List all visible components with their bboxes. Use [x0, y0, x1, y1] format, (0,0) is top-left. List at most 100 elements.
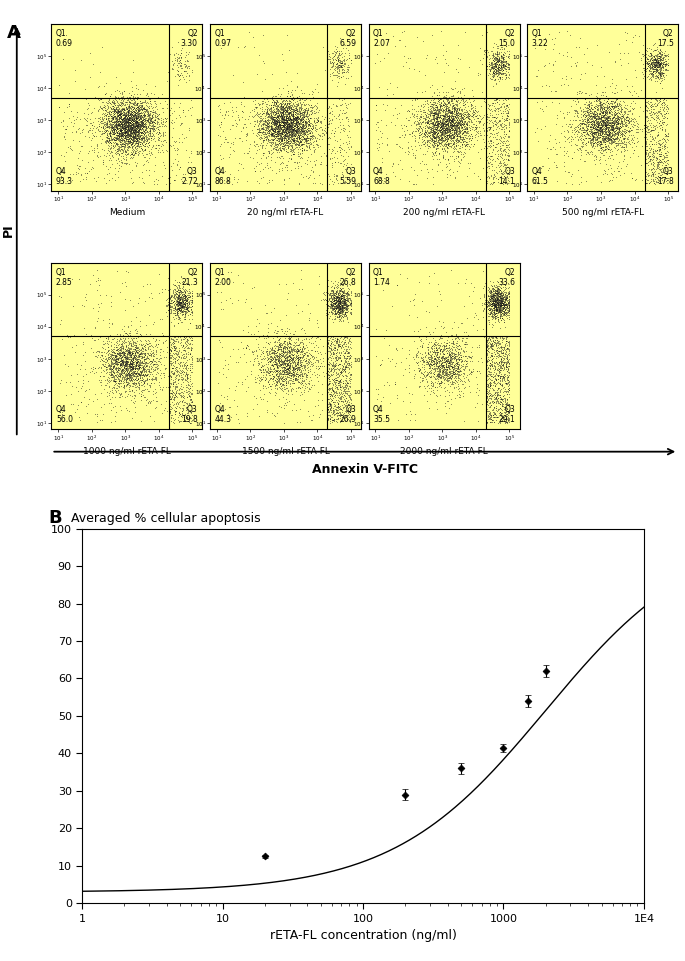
Point — [593, 116, 604, 132]
Point — [89, 129, 100, 144]
Point — [292, 344, 303, 359]
Point — [500, 414, 511, 430]
Point — [281, 128, 292, 143]
Point — [339, 306, 350, 321]
Point — [614, 125, 625, 140]
Point — [115, 366, 126, 382]
Point — [607, 128, 618, 143]
Point — [186, 357, 197, 372]
Point — [290, 382, 301, 398]
Point — [455, 116, 466, 132]
Point — [111, 383, 122, 399]
Point — [140, 373, 151, 388]
Point — [484, 387, 495, 403]
Point — [487, 302, 498, 317]
Point — [277, 372, 288, 387]
Point — [601, 106, 612, 121]
Point — [285, 117, 296, 133]
Point — [401, 118, 412, 134]
Point — [129, 97, 140, 112]
Point — [553, 25, 564, 40]
Point — [596, 111, 607, 126]
Point — [607, 112, 618, 128]
Point — [458, 388, 469, 404]
Point — [179, 342, 190, 357]
Point — [500, 111, 511, 127]
Point — [121, 106, 132, 121]
Point — [292, 119, 303, 135]
Point — [270, 112, 281, 128]
Point — [503, 297, 514, 312]
Point — [491, 132, 502, 147]
Point — [644, 149, 655, 164]
Point — [419, 98, 430, 113]
Point — [294, 360, 305, 376]
Point — [340, 296, 351, 311]
Point — [176, 285, 187, 301]
Point — [652, 174, 663, 189]
Point — [337, 52, 348, 67]
Point — [462, 348, 473, 363]
Point — [154, 96, 165, 111]
Point — [281, 354, 292, 369]
Point — [485, 361, 496, 377]
Point — [152, 142, 163, 158]
Point — [101, 122, 112, 137]
Point — [121, 371, 132, 386]
Point — [499, 300, 510, 315]
Point — [490, 122, 501, 137]
Point — [268, 344, 279, 359]
Point — [329, 61, 340, 76]
Point — [487, 288, 498, 304]
Point — [272, 353, 283, 368]
Point — [116, 107, 127, 122]
Point — [438, 108, 449, 123]
Point — [61, 327, 72, 342]
Point — [267, 122, 278, 137]
Point — [257, 106, 268, 121]
Point — [456, 123, 467, 138]
Point — [289, 323, 300, 338]
Point — [269, 116, 279, 132]
Point — [491, 306, 502, 321]
Point — [503, 109, 514, 124]
Point — [327, 303, 338, 318]
Point — [647, 123, 658, 138]
Point — [379, 170, 390, 185]
Point — [597, 133, 608, 148]
Point — [172, 292, 183, 308]
Point — [134, 123, 145, 138]
Point — [101, 124, 112, 139]
Point — [659, 155, 670, 170]
Point — [407, 385, 418, 401]
Point — [428, 342, 439, 357]
Point — [124, 89, 135, 105]
Point — [84, 45, 95, 61]
Point — [115, 124, 126, 139]
Point — [286, 100, 297, 115]
Point — [291, 117, 302, 133]
Point — [493, 296, 504, 311]
Point — [123, 326, 134, 341]
Point — [179, 347, 190, 362]
Point — [145, 112, 155, 128]
Point — [136, 342, 147, 357]
Point — [409, 138, 420, 154]
Text: Q2: Q2 — [187, 268, 198, 277]
Point — [608, 128, 619, 143]
Point — [274, 353, 285, 368]
Point — [630, 95, 640, 111]
Point — [420, 349, 431, 364]
Point — [599, 127, 610, 142]
Point — [121, 355, 132, 370]
Point — [497, 392, 508, 407]
Point — [117, 327, 128, 342]
Point — [324, 49, 335, 64]
Point — [598, 130, 609, 145]
Point — [95, 100, 105, 115]
Point — [337, 92, 348, 108]
Point — [175, 302, 186, 317]
Point — [336, 304, 347, 319]
Point — [657, 97, 668, 112]
Point — [490, 58, 501, 73]
